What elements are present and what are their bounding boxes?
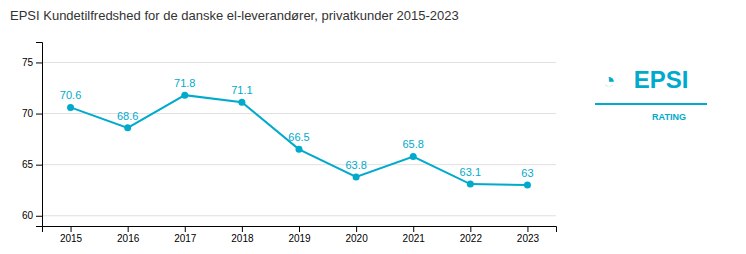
x-tick-label: 2023 bbox=[517, 233, 540, 244]
logo-subtext: RATING bbox=[652, 112, 686, 122]
y-tick-label: 60 bbox=[22, 210, 34, 221]
y-tick-label: 70 bbox=[22, 108, 34, 119]
data-label: 63.1 bbox=[460, 166, 481, 178]
x-tick-mark bbox=[527, 226, 528, 232]
x-axis-line bbox=[43, 227, 557, 233]
data-label: 66.5 bbox=[288, 131, 309, 143]
y-tick: 65 bbox=[22, 159, 42, 170]
y-tick-mark bbox=[36, 114, 42, 115]
y-axis-line bbox=[36, 43, 43, 227]
x-tick-mark bbox=[242, 226, 243, 232]
x-tick: 2021 bbox=[403, 226, 426, 244]
title: EPSI Kundetilfredshed for de danske el-l… bbox=[10, 8, 459, 23]
logo-text: EPSI bbox=[634, 66, 689, 93]
data-label: 63 bbox=[521, 167, 533, 179]
x-tick-label: 2021 bbox=[403, 233, 426, 244]
point bbox=[467, 181, 474, 188]
x-tick-mark bbox=[185, 226, 186, 232]
x-tick-label: 2018 bbox=[231, 233, 254, 244]
point bbox=[124, 124, 131, 131]
point bbox=[353, 173, 360, 180]
data-label: 70.6 bbox=[60, 89, 81, 101]
grid-line bbox=[42, 62, 556, 63]
x-tick-label: 2020 bbox=[345, 233, 368, 244]
series bbox=[67, 92, 531, 189]
x-tick-mark bbox=[470, 226, 471, 232]
point bbox=[410, 153, 417, 160]
point bbox=[524, 182, 531, 189]
plot-area: 2015 2016 2017 2018 2019 2020 2021 2022 2023 60 65… bbox=[22, 43, 557, 245]
x-tick: 2018 bbox=[231, 226, 254, 244]
data-label: 63.8 bbox=[345, 159, 366, 171]
y-tick: 60 bbox=[22, 210, 42, 221]
data-label: 71.8 bbox=[174, 77, 195, 89]
x-tick-mark bbox=[299, 226, 300, 232]
point bbox=[67, 104, 74, 111]
x-tick: 2023 bbox=[517, 226, 540, 244]
point bbox=[181, 92, 188, 99]
x-tick-mark bbox=[356, 226, 357, 232]
logo-rule bbox=[595, 103, 707, 105]
x-tick: 2020 bbox=[345, 226, 368, 244]
grid bbox=[42, 62, 556, 215]
y-tick-mark bbox=[36, 165, 42, 166]
data-label: 71.1 bbox=[231, 84, 252, 96]
x-tick-mark bbox=[128, 226, 129, 232]
logo: ◔ EPSI RATING bbox=[595, 66, 707, 122]
y-axis: 60 65 70 75 bbox=[22, 43, 43, 227]
y-tick: 75 bbox=[22, 57, 42, 68]
point bbox=[238, 99, 245, 106]
y-tick-mark bbox=[36, 62, 42, 63]
x-tick-label: 2019 bbox=[288, 233, 311, 244]
x-tick-label: 2017 bbox=[174, 233, 197, 244]
x-tick: 2019 bbox=[288, 226, 311, 244]
chart: EPSI Kundetilfredshed for de danske el-l… bbox=[0, 0, 746, 254]
x-tick-label: 2015 bbox=[60, 233, 83, 244]
x-tick-mark bbox=[71, 226, 72, 232]
grid-line bbox=[42, 164, 556, 165]
point bbox=[296, 146, 303, 153]
x-tick-label: 2016 bbox=[117, 233, 140, 244]
x-tick: 2016 bbox=[117, 226, 140, 244]
x-tick: 2022 bbox=[460, 226, 483, 244]
y-tick-label: 65 bbox=[22, 159, 34, 170]
y-tick-mark bbox=[36, 216, 42, 217]
y-tick: 70 bbox=[22, 108, 42, 119]
line bbox=[71, 95, 528, 185]
x-tick-label: 2022 bbox=[460, 233, 483, 244]
grid-line bbox=[42, 215, 556, 216]
data-label: 65.8 bbox=[403, 138, 424, 150]
x-axis: 2015 2016 2017 2018 2019 2020 2021 2022 2023 bbox=[43, 226, 557, 244]
y-tick-label: 75 bbox=[22, 57, 34, 68]
x-tick-mark bbox=[413, 226, 414, 232]
x-tick: 2015 bbox=[60, 226, 83, 244]
x-tick: 2017 bbox=[174, 226, 197, 244]
logo-icon: ◔ bbox=[602, 68, 615, 93]
data-labels: 70.6 68.6 71.8 71.1 66.5 63.8 65.8 63.1 63 bbox=[60, 77, 534, 179]
data-label: 68.6 bbox=[117, 110, 138, 122]
